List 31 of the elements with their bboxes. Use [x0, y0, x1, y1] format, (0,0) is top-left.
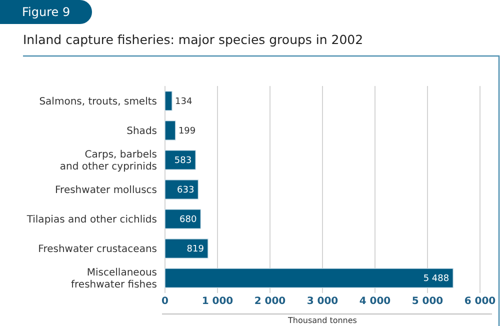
bar: [164, 90, 172, 111]
data-label: 5 488: [423, 274, 450, 284]
data-label: 199: [178, 126, 196, 137]
caption: Figure 9: [22, 5, 70, 20]
y-tick-label: Salmons, trouts, smelts: [39, 96, 157, 108]
data-label: 633: [177, 186, 194, 196]
bar: [164, 268, 454, 288]
y-tick-label: Carps, barbels and other cyprinids: [60, 149, 157, 172]
y-tick-label: Freshwater molluscs: [55, 185, 157, 196]
y-tick-label: Shads: [126, 126, 157, 137]
x-tick-label: 1 000: [202, 296, 234, 307]
bar: [164, 238, 208, 259]
y-tick-label: Tilapias and other cichlids: [26, 214, 157, 226]
data-label: 680: [180, 215, 197, 226]
x-axis-title: Thousand tonnes: [287, 316, 357, 325]
data-label: 583: [174, 156, 192, 166]
x-tick-label: 5 000: [412, 296, 444, 307]
y-tick-label: Freshwater crustaceans: [38, 244, 157, 256]
x-tick-label: 4 000: [359, 296, 391, 307]
x-tick-label: 6 000: [464, 296, 496, 307]
data-label: 819: [186, 244, 204, 255]
x-tick-label: 0: [162, 296, 169, 307]
bar: [164, 209, 202, 229]
x-tick-label: 3 000: [306, 296, 338, 307]
y-tick-label: Miscellaneous freshwater fishes: [71, 268, 157, 291]
data-label: 134: [175, 97, 192, 108]
bar: [164, 120, 176, 140]
bar: [164, 150, 196, 170]
bar: [164, 180, 199, 200]
chart-title: Inland capture fisheries: major species groups in 2002: [23, 32, 364, 47]
x-tick-label: 2 000: [254, 296, 286, 307]
